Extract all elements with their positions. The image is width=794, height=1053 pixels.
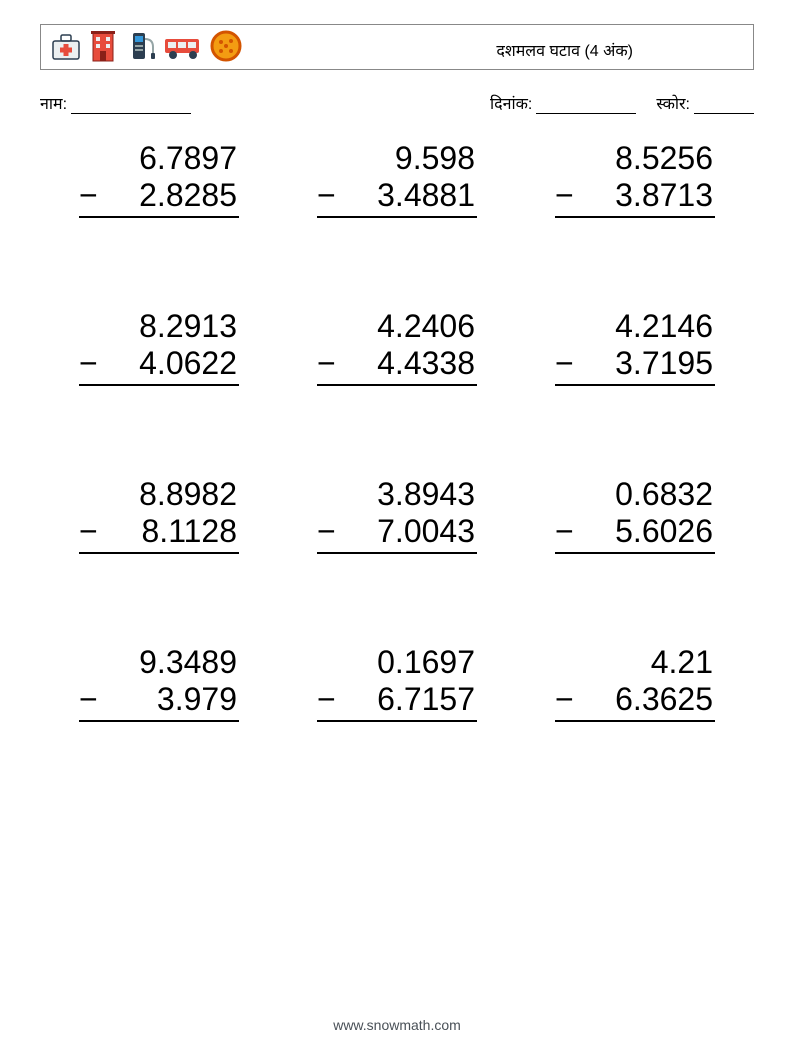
subtrahend: 5.6026 <box>615 513 713 549</box>
operator: − <box>317 345 336 382</box>
phone-icon <box>123 29 157 63</box>
footer-url: www.snowmath.com <box>0 1017 794 1033</box>
subtrahend: 7.0043 <box>377 513 475 549</box>
name-blank <box>71 92 191 114</box>
header-icons <box>49 29 243 63</box>
medkit-icon <box>49 29 83 63</box>
van-icon <box>163 31 203 61</box>
problem: 4.2146 − 3.7195 <box>555 308 715 386</box>
worksheet-title: दशमलव घटाव (4 अंक) <box>496 39 633 61</box>
subtrahend: 6.7157 <box>377 681 475 717</box>
date-label: दिनांक: <box>490 92 532 114</box>
minuend: 8.2913 <box>139 308 237 344</box>
minuend: 4.2406 <box>377 308 475 344</box>
minuend: 4.2146 <box>615 308 713 344</box>
minuend: 9.3489 <box>139 644 237 680</box>
operator: − <box>79 177 98 214</box>
operator: − <box>79 345 98 382</box>
minuend: 9.598 <box>395 140 475 176</box>
problem: 8.2913 − 4.0622 <box>79 308 239 386</box>
operator: − <box>555 177 574 214</box>
problem: 8.5256 − 3.8713 <box>555 140 715 218</box>
minuend: 3.8943 <box>377 476 475 512</box>
problem: 0.6832 − 5.6026 <box>555 476 715 554</box>
subtrahend: 4.0622 <box>139 345 237 381</box>
problem: 6.7897 − 2.8285 <box>79 140 239 218</box>
minuend: 8.5256 <box>615 140 713 176</box>
subtrahend: 2.8285 <box>139 177 237 213</box>
subtrahend: 4.4338 <box>377 345 475 381</box>
problem: 4.21 − 6.3625 <box>555 644 715 722</box>
subtrahend: 6.3625 <box>615 681 713 717</box>
operator: − <box>79 681 98 718</box>
operator: − <box>555 513 574 550</box>
labels-row: नाम: दिनांक: स्कोर: <box>40 92 754 114</box>
minuend: 8.8982 <box>139 476 237 512</box>
subtrahend: 3.7195 <box>615 345 713 381</box>
minuend: 6.7897 <box>139 140 237 176</box>
subtrahend: 3.979 <box>157 681 237 717</box>
subtrahend: 3.8713 <box>615 177 713 213</box>
problem: 9.3489 − 3.979 <box>79 644 239 722</box>
date-blank <box>536 92 636 114</box>
building-icon <box>89 29 117 63</box>
operator: − <box>317 513 336 550</box>
problem: 3.8943 − 7.0043 <box>317 476 477 554</box>
minuend: 0.6832 <box>615 476 713 512</box>
operator: − <box>317 177 336 214</box>
problem: 9.598 − 3.4881 <box>317 140 477 218</box>
minuend: 0.1697 <box>377 644 475 680</box>
operator: − <box>79 513 98 550</box>
problem: 0.1697 − 6.7157 <box>317 644 477 722</box>
operator: − <box>317 681 336 718</box>
header-box: दशमलव घटाव (4 अंक) <box>40 24 754 70</box>
operator: − <box>555 345 574 382</box>
operator: − <box>555 681 574 718</box>
minuend: 4.21 <box>651 644 713 680</box>
subtrahend: 8.1128 <box>142 513 238 549</box>
score-blank <box>694 92 754 114</box>
problems-grid: 6.7897 −2.8285 9.598 −3.4881 8.5256 −3.8… <box>60 140 734 722</box>
score-label: स्कोर: <box>656 92 690 114</box>
pizza-icon <box>209 29 243 63</box>
name-label: नाम: <box>40 92 67 114</box>
worksheet-page: दशमलव घटाव (4 अंक) नाम: दिनांक: स्कोर: 6… <box>0 0 794 1053</box>
subtrahend: 3.4881 <box>377 177 475 213</box>
problem: 8.8982 − 8.1128 <box>79 476 239 554</box>
problem: 4.2406 − 4.4338 <box>317 308 477 386</box>
